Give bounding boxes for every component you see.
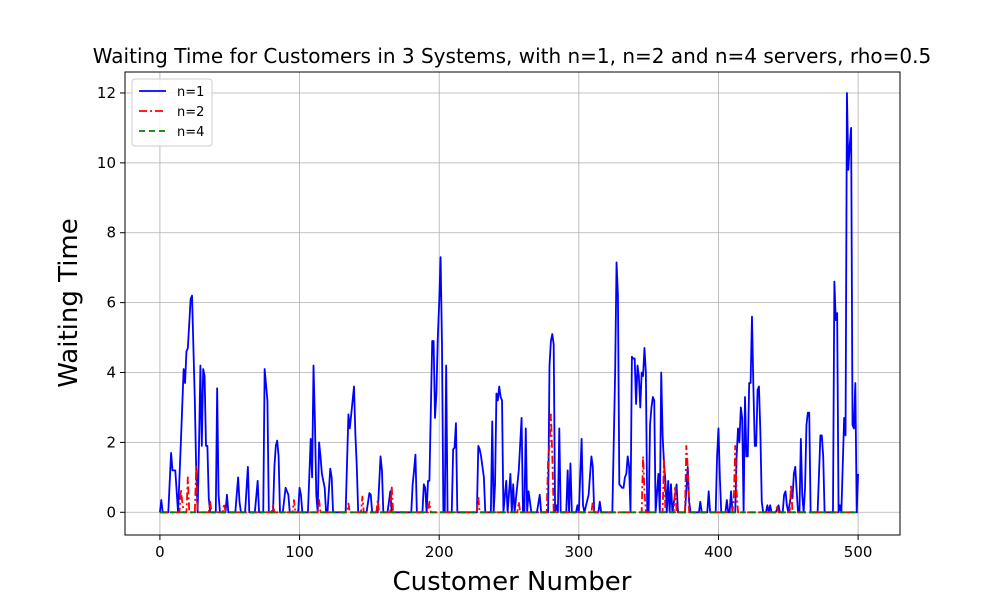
y-tick-label: 2 (106, 433, 116, 451)
series-layer (159, 92, 860, 514)
ticks: 0 100 200 300 400 500 0 2 4 6 8 10 12 (97, 84, 873, 561)
x-tick-label: 300 (565, 543, 594, 561)
series-line-n2 (159, 413, 859, 514)
legend: n=1 n=2 n=4 (131, 78, 213, 147)
legend-label-n4: n=4 (177, 125, 204, 140)
x-tick-label: 100 (285, 543, 314, 561)
y-tick-label: 12 (97, 84, 116, 102)
y-axis-label: Waiting Time (54, 218, 84, 388)
y-tick-label: 8 (106, 224, 116, 242)
x-tick-label: 400 (704, 543, 733, 561)
x-axis-label: Customer Number (392, 567, 631, 597)
x-tick-label: 200 (425, 543, 454, 561)
y-tick-label: 10 (97, 154, 116, 172)
y-tick-label: 4 (106, 364, 116, 382)
x-tick-label: 0 (155, 543, 165, 561)
y-tick-label: 6 (106, 294, 116, 312)
legend-label-n1: n=1 (177, 85, 204, 100)
legend-label-n2: n=2 (177, 105, 204, 120)
chart-title: Waiting Time for Customers in 3 Systems,… (93, 44, 931, 68)
x-tick-label: 500 (844, 543, 873, 561)
plot-frame (124, 71, 901, 536)
legend-box (131, 78, 213, 147)
y-tick-label: 0 (106, 503, 116, 521)
